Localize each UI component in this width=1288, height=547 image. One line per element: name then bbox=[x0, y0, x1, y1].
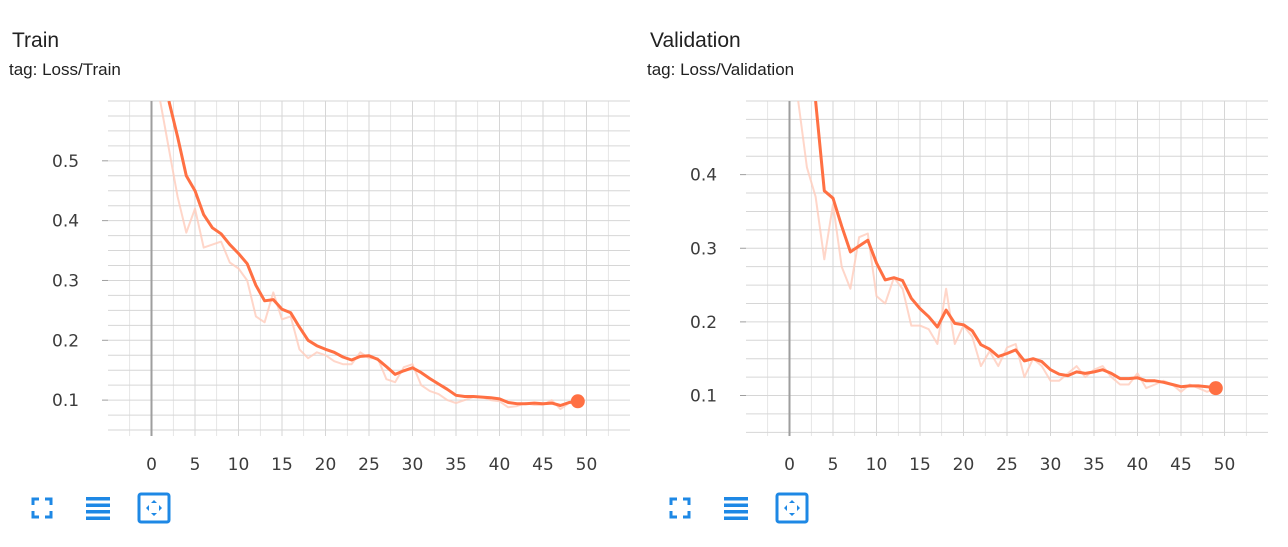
y-tick-label: 0.4 bbox=[52, 212, 79, 232]
last-point-marker bbox=[1208, 381, 1223, 396]
x-tick-label: 35 bbox=[1083, 455, 1105, 475]
x-tick-label: 50 bbox=[576, 455, 598, 475]
x-tick-label: 30 bbox=[402, 455, 424, 475]
x-tick-label: 30 bbox=[1040, 455, 1062, 475]
raw-series-line bbox=[797, 101, 1217, 393]
fit-domain-button[interactable] bbox=[772, 488, 812, 528]
toggle-log-scale-button[interactable] bbox=[716, 488, 756, 528]
line-chart[interactable]: 0.1 0.2 0.3 0.4 0 5 10 15 20 25 30 35 40 45 50 bbox=[638, 0, 1278, 480]
x-tick-label: 25 bbox=[996, 455, 1018, 475]
fullscreen-button[interactable] bbox=[660, 488, 700, 528]
x-tick-label: 15 bbox=[909, 455, 931, 475]
chart-card-train: Train tag: Loss/Train 0.1 0.2 0.3 0.4 0.5 0 5 1… bbox=[0, 0, 640, 547]
x-tick-label: 10 bbox=[228, 455, 250, 475]
last-point-marker bbox=[570, 394, 585, 409]
y-tick-label: 0.2 bbox=[690, 313, 717, 333]
y-tick-label: 0.1 bbox=[52, 391, 79, 411]
x-tick-label: 50 bbox=[1214, 455, 1236, 475]
y-tick-label: 0.5 bbox=[52, 152, 79, 172]
x-tick-label: 20 bbox=[315, 455, 337, 475]
x-tick-label: 45 bbox=[532, 455, 554, 475]
y-tick-label: 0.2 bbox=[52, 331, 79, 351]
list-icon bbox=[724, 497, 748, 520]
line-chart[interactable]: 0.1 0.2 0.3 0.4 0.5 0 5 10 15 20 25 30 35 40 45 50 bbox=[0, 0, 640, 480]
fit-domain-button[interactable] bbox=[134, 488, 174, 528]
card-title: Train bbox=[12, 29, 60, 52]
x-tick-label: 35 bbox=[445, 455, 467, 475]
fullscreen-icon bbox=[669, 497, 691, 519]
smoothed-series-line bbox=[814, 101, 1217, 390]
fit-domain-icon bbox=[137, 492, 171, 524]
card-title: Validation bbox=[650, 29, 741, 52]
x-tick-label: 20 bbox=[953, 455, 975, 475]
list-icon bbox=[86, 497, 110, 520]
y-tick-label: 0.3 bbox=[52, 271, 79, 291]
raw-series-line bbox=[159, 101, 579, 411]
fit-domain-icon bbox=[775, 492, 809, 524]
x-tick-label: 25 bbox=[358, 455, 380, 475]
card-tag: tag: Loss/Train bbox=[9, 60, 121, 79]
grid bbox=[746, 100, 1268, 436]
grid bbox=[108, 100, 630, 436]
y-tick-label: 0.4 bbox=[690, 166, 717, 186]
chart-card-validation: Validation tag: Loss/Validation 0.1 0.2 0.… bbox=[638, 0, 1278, 547]
x-tick-label: 45 bbox=[1170, 455, 1192, 475]
x-tick-label: 5 bbox=[190, 455, 201, 475]
y-tick-label: 0.3 bbox=[690, 239, 717, 259]
chart-toolbar bbox=[22, 488, 190, 528]
card-tag: tag: Loss/Validation bbox=[647, 60, 795, 79]
y-tick-label: 0.1 bbox=[690, 387, 717, 407]
x-tick-label: 10 bbox=[866, 455, 888, 475]
x-tick-label: 40 bbox=[1127, 455, 1149, 475]
x-tick-label: 0 bbox=[146, 455, 157, 475]
fullscreen-button[interactable] bbox=[22, 488, 62, 528]
fullscreen-icon bbox=[31, 497, 53, 519]
x-tick-label: 15 bbox=[271, 455, 293, 475]
chart-toolbar bbox=[660, 488, 828, 528]
x-tick-label: 0 bbox=[784, 455, 795, 475]
smoothed-series-line bbox=[167, 101, 579, 407]
x-tick-label: 5 bbox=[828, 455, 839, 475]
x-tick-label: 40 bbox=[489, 455, 511, 475]
toggle-log-scale-button[interactable] bbox=[78, 488, 118, 528]
